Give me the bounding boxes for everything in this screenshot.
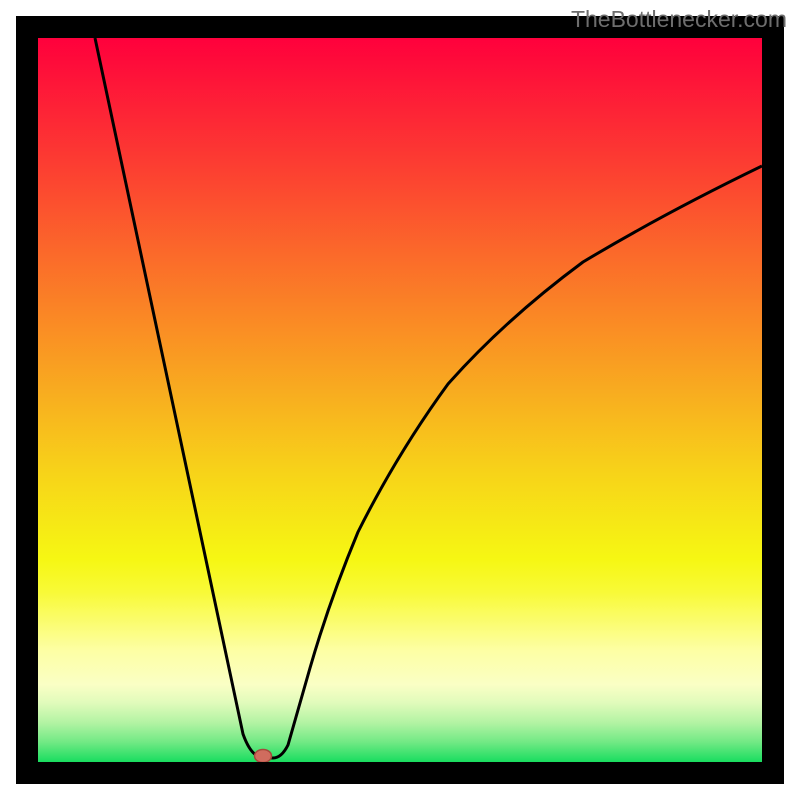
watermark-text: TheBottlenecker.com bbox=[571, 6, 787, 33]
chart-frame bbox=[16, 16, 784, 784]
chart-container: TheBottlenecker.com bbox=[0, 0, 800, 800]
